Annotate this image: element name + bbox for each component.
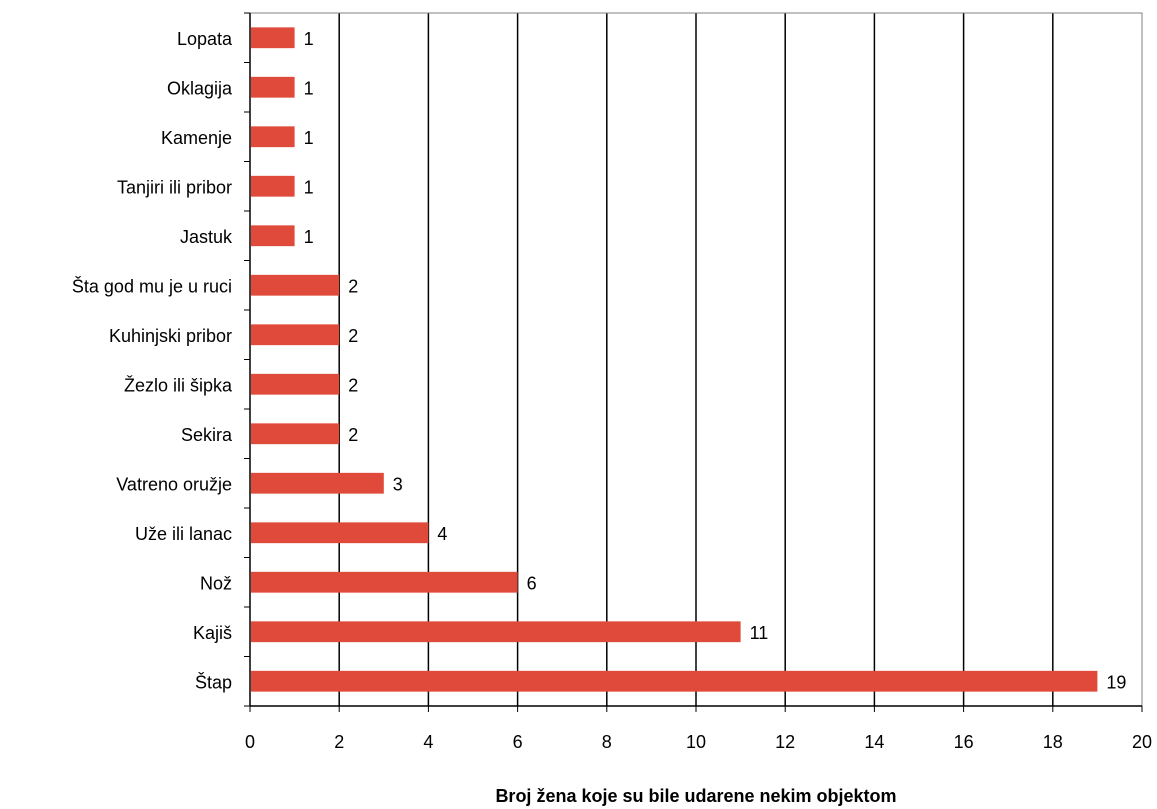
category-label: Uže ili lanac xyxy=(135,524,232,544)
category-label: Jastuk xyxy=(180,227,233,247)
x-tick-label: 4 xyxy=(423,732,433,752)
x-tick-label: 10 xyxy=(686,732,706,752)
x-tick-label: 20 xyxy=(1132,732,1152,752)
data-label: 1 xyxy=(304,29,314,49)
category-label: Kajiš xyxy=(193,623,232,643)
x-tick-label: 14 xyxy=(864,732,884,752)
category-label: Žezlo ili šipka xyxy=(124,375,233,395)
data-label: 6 xyxy=(527,573,537,593)
x-tick-label: 12 xyxy=(775,732,795,752)
x-tick-label: 16 xyxy=(954,732,974,752)
bar xyxy=(251,175,295,197)
category-label: Tanjiri ili pribor xyxy=(117,177,232,197)
x-tick-label: 18 xyxy=(1043,732,1063,752)
data-label: 2 xyxy=(348,375,358,395)
data-label: 1 xyxy=(304,78,314,98)
bar xyxy=(251,274,340,296)
category-label: Nož xyxy=(200,573,232,593)
data-label: 2 xyxy=(348,276,358,296)
bar xyxy=(251,76,295,98)
gridlines xyxy=(338,13,1054,706)
bar xyxy=(251,324,340,346)
bar xyxy=(251,423,340,445)
category-label: Štap xyxy=(195,671,232,692)
data-label: 3 xyxy=(393,474,403,494)
data-label: 2 xyxy=(348,425,358,445)
bar xyxy=(251,621,741,643)
x-tick-label: 6 xyxy=(513,732,523,752)
data-label: 11 xyxy=(750,623,769,643)
x-axis-title: Broj žena koje su bile udarene nekim obj… xyxy=(495,786,896,806)
data-label: 2 xyxy=(348,326,358,346)
bar xyxy=(251,472,384,494)
bar xyxy=(251,373,340,395)
bar xyxy=(251,571,518,593)
category-label: Vatreno oružje xyxy=(116,474,232,494)
bar xyxy=(251,670,1098,692)
x-tick-label: 0 xyxy=(245,732,255,752)
category-label: Šta god mu je u ruci xyxy=(72,275,232,296)
data-label: 19 xyxy=(1106,672,1126,692)
data-label: 1 xyxy=(304,227,314,247)
category-label: Kamenje xyxy=(161,128,232,148)
bar xyxy=(251,27,295,49)
category-label: Oklagija xyxy=(167,78,233,98)
bar xyxy=(251,225,295,247)
bars xyxy=(251,27,1098,692)
bar xyxy=(251,522,429,544)
x-tick-label: 8 xyxy=(602,732,612,752)
x-tick-label: 2 xyxy=(334,732,344,752)
category-labels: Lopata Oklagija Kamenje Tanjiri ili pribor J… xyxy=(72,29,233,693)
axes xyxy=(244,12,1143,712)
data-label: 1 xyxy=(304,177,314,197)
x-tick-labels: 0 2 4 6 8 10 12 14 16 18 20 xyxy=(245,732,1152,752)
data-label: 1 xyxy=(304,128,314,148)
category-label: Kuhinjski pribor xyxy=(109,326,232,346)
category-label: Sekira xyxy=(181,425,233,445)
category-label: Lopata xyxy=(177,29,233,49)
bar xyxy=(251,126,295,148)
data-label: 4 xyxy=(437,524,447,544)
